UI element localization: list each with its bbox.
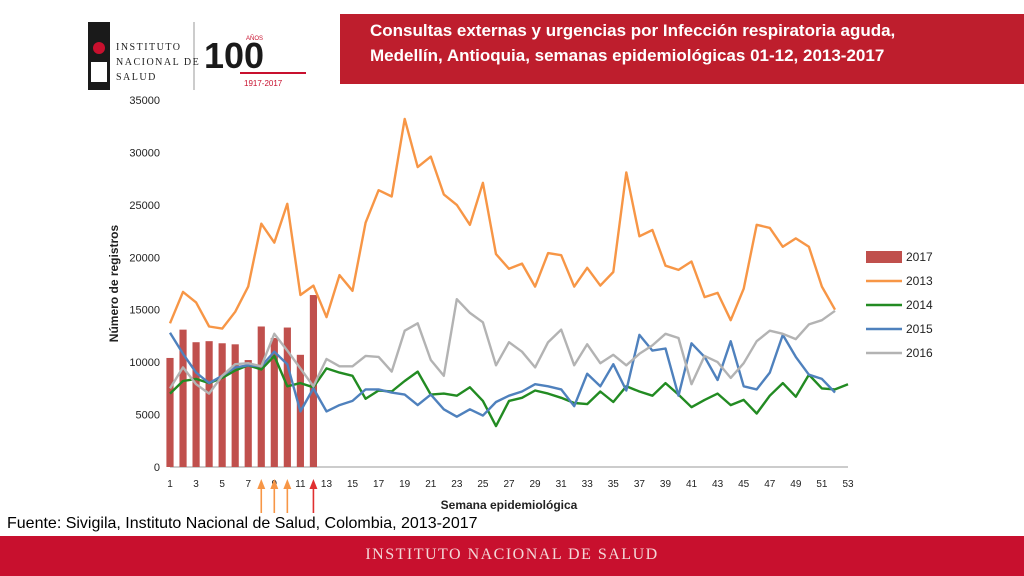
x-tick-label: 15 — [347, 479, 359, 490]
bar-2017-week-3 — [192, 342, 200, 467]
x-tick-label: 27 — [503, 479, 515, 490]
legend-label-2014: 2014 — [906, 298, 933, 312]
bar-2017-week-8 — [257, 326, 265, 467]
bar-2017-week-2 — [179, 329, 187, 467]
x-tick-label: 45 — [738, 479, 750, 490]
ins-line-1: Instituto — [116, 42, 182, 53]
bar-2017-week-1 — [166, 357, 174, 467]
x-tick-label: 7 — [245, 479, 251, 490]
logo-white-block — [91, 62, 107, 82]
legend-label-2013: 2013 — [906, 274, 933, 288]
chart: 0500010000150002000025000300003500013579… — [107, 95, 933, 513]
y-tick-label: 30000 — [129, 147, 160, 159]
x-tick-label: 39 — [660, 479, 672, 490]
x-tick-label: 43 — [712, 479, 724, 490]
x-tick-label: 53 — [842, 479, 854, 490]
bar-2017-week-4 — [205, 341, 213, 467]
y-tick-label: 20000 — [129, 252, 160, 264]
legend-swatch-2017 — [866, 251, 902, 263]
x-tick-label: 19 — [399, 479, 411, 490]
x-tick-label: 13 — [321, 479, 333, 490]
header-title: Consultas externas y urgencias por Infec… — [370, 18, 1010, 68]
bar-2017-week-5 — [218, 343, 226, 467]
series-line-2014 — [169, 354, 849, 428]
footer-band — [0, 536, 1024, 576]
x-tick-label: 23 — [451, 479, 463, 490]
source-note: Fuente: Sivigila, Instituto Nacional de … — [7, 515, 478, 532]
arrow-week-12-head — [309, 479, 318, 489]
title-line-1: Consultas externas y urgencias por Infec… — [370, 21, 896, 40]
ins-line-3: Salud — [116, 72, 157, 83]
legend-label-2015: 2015 — [906, 322, 933, 336]
anniversary-number: 100 — [204, 35, 264, 76]
anniversary-years: 1917-2017 — [244, 79, 283, 88]
x-axis-title: Semana epidemiológica — [441, 498, 578, 512]
arrow-week-9-head — [270, 479, 279, 489]
bar-2017-week-12 — [309, 295, 318, 467]
y-tick-label: 0 — [154, 462, 160, 474]
y-tick-label: 5000 — [136, 410, 160, 422]
y-tick-label: 35000 — [129, 95, 160, 107]
series-line-2015 — [168, 332, 836, 418]
title-line-2: Medellín, Antioquia, semanas epidemiológ… — [370, 46, 885, 65]
y-tick-label: 15000 — [129, 305, 160, 317]
x-tick-label: 51 — [816, 479, 828, 490]
x-tick-label: 17 — [373, 479, 385, 490]
x-tick-label: 41 — [686, 479, 698, 490]
footer-text: INSTITUTO NACIONAL DE SALUD — [365, 546, 659, 563]
logo-red-dot — [93, 42, 105, 54]
ins-logo: 100 AÑOS 1917-2017 — [84, 20, 314, 92]
x-tick-label: 37 — [634, 479, 646, 490]
x-tick-label: 33 — [582, 479, 594, 490]
bar-2017-week-7 — [244, 360, 252, 467]
y-axis-title: Número de registros — [107, 224, 121, 342]
x-tick-label: 3 — [193, 479, 199, 490]
logo-graphic: 100 AÑOS 1917-2017 — [88, 22, 306, 90]
legend-label-2017: 2017 — [906, 250, 933, 264]
x-tick-label: 1 — [167, 479, 173, 490]
x-tick-label: 47 — [764, 479, 776, 490]
x-tick-label: 35 — [608, 479, 620, 490]
bar-2017-week-10 — [283, 327, 291, 467]
x-tick-label: 11 — [295, 479, 306, 490]
x-tick-label: 31 — [556, 479, 568, 490]
y-tick-label: 25000 — [129, 200, 160, 212]
x-tick-label: 5 — [219, 479, 225, 490]
x-tick-label: 25 — [477, 479, 489, 490]
ins-wordmark: Instituto Nacional de Salud — [116, 40, 200, 85]
header-band — [340, 14, 1024, 84]
x-tick-label: 49 — [790, 479, 802, 490]
series-line-2013 — [168, 117, 837, 330]
series-line-2016 — [168, 298, 836, 395]
bar-2017-week-9 — [270, 338, 278, 467]
x-tick-label: 21 — [425, 479, 437, 490]
ins-line-2: Nacional de — [116, 57, 201, 68]
legend-label-2016: 2016 — [906, 346, 933, 360]
anniversary-label: AÑOS — [246, 35, 263, 42]
x-tick-label: 29 — [530, 479, 542, 490]
logo-rule — [240, 72, 306, 74]
arrow-week-8-head — [257, 479, 266, 489]
y-tick-label: 10000 — [129, 357, 160, 369]
arrow-week-10-head — [283, 479, 292, 489]
bar-2017-week-6 — [231, 344, 239, 467]
